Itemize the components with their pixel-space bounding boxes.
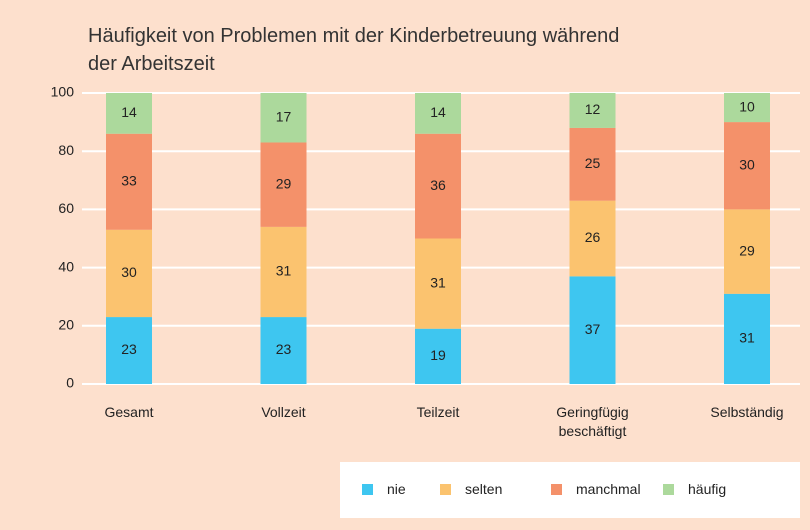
bar-segment	[569, 200, 616, 277]
legend-item: manchmal	[551, 481, 641, 497]
data-label: 30	[739, 156, 755, 172]
data-label: 17	[276, 108, 292, 124]
data-label: 14	[430, 104, 446, 120]
data-label: 31	[739, 330, 755, 346]
data-label: 23	[121, 341, 137, 357]
bar-segment	[415, 328, 461, 384]
bar-segment	[569, 93, 616, 128]
data-label: 29	[739, 242, 755, 258]
bar-segment	[106, 133, 152, 230]
data-label: 36	[430, 177, 446, 193]
data-label: 10	[739, 98, 755, 114]
bar-segment	[260, 93, 307, 143]
bar-segment	[724, 93, 770, 123]
data-label: 31	[430, 274, 446, 290]
bar-segment	[260, 226, 307, 318]
data-label: 23	[276, 341, 292, 357]
x-tick-label: Teilzeit	[416, 404, 460, 420]
legend-label: häufig	[688, 481, 727, 497]
y-tick-label: 40	[58, 258, 74, 274]
data-label: 25	[585, 155, 601, 171]
data-label: 26	[585, 229, 601, 245]
bar-segment	[106, 229, 152, 318]
legend-swatch	[551, 484, 562, 495]
y-tick-label: 60	[58, 200, 74, 216]
bar-segment	[724, 293, 770, 384]
bar-segment	[569, 276, 616, 384]
data-label: 29	[276, 175, 292, 191]
bar-segment	[724, 209, 770, 294]
data-label: 12	[585, 101, 601, 117]
y-tick-label: 100	[51, 84, 75, 100]
legend-label: selten	[465, 481, 503, 497]
chart-title: Häufigkeit von Problemen mit der Kinderb…	[88, 25, 620, 75]
data-label: 33	[121, 172, 137, 188]
bar-segment	[260, 142, 307, 227]
data-label: 37	[585, 321, 601, 337]
data-label: 31	[276, 263, 292, 279]
data-label: 14	[121, 104, 137, 120]
bar-segment	[106, 317, 152, 384]
data-label: 30	[121, 264, 137, 280]
legend-item: nie	[362, 481, 406, 497]
bar-segment	[569, 127, 616, 201]
legend-swatch	[440, 484, 451, 495]
bar-segment	[415, 238, 461, 329]
x-tick-label: Geringfügig beschäftigt	[556, 404, 629, 439]
bar-segment	[415, 133, 461, 239]
bar-segment	[415, 93, 461, 134]
legend-label: nie	[387, 481, 406, 497]
legend-swatch	[362, 484, 373, 495]
legend-item: selten	[440, 481, 502, 497]
legend-swatch	[663, 484, 674, 495]
legend-label: manchmal	[576, 481, 641, 497]
y-tick-label: 0	[66, 375, 74, 391]
bar-segment	[106, 93, 152, 134]
data-label: 19	[430, 347, 446, 363]
y-tick-label: 20	[58, 317, 74, 333]
x-tick-label: Vollzeit	[261, 404, 306, 420]
y-tick-label: 80	[58, 142, 74, 158]
legend: nie selten manchmal häufig	[340, 462, 800, 518]
bar-segment	[724, 122, 770, 210]
legend-item: häufig	[663, 481, 726, 497]
x-tick-label: Gesamt	[104, 404, 154, 420]
x-tick-label: Selbständig	[710, 404, 784, 420]
bar-segment	[260, 317, 307, 384]
